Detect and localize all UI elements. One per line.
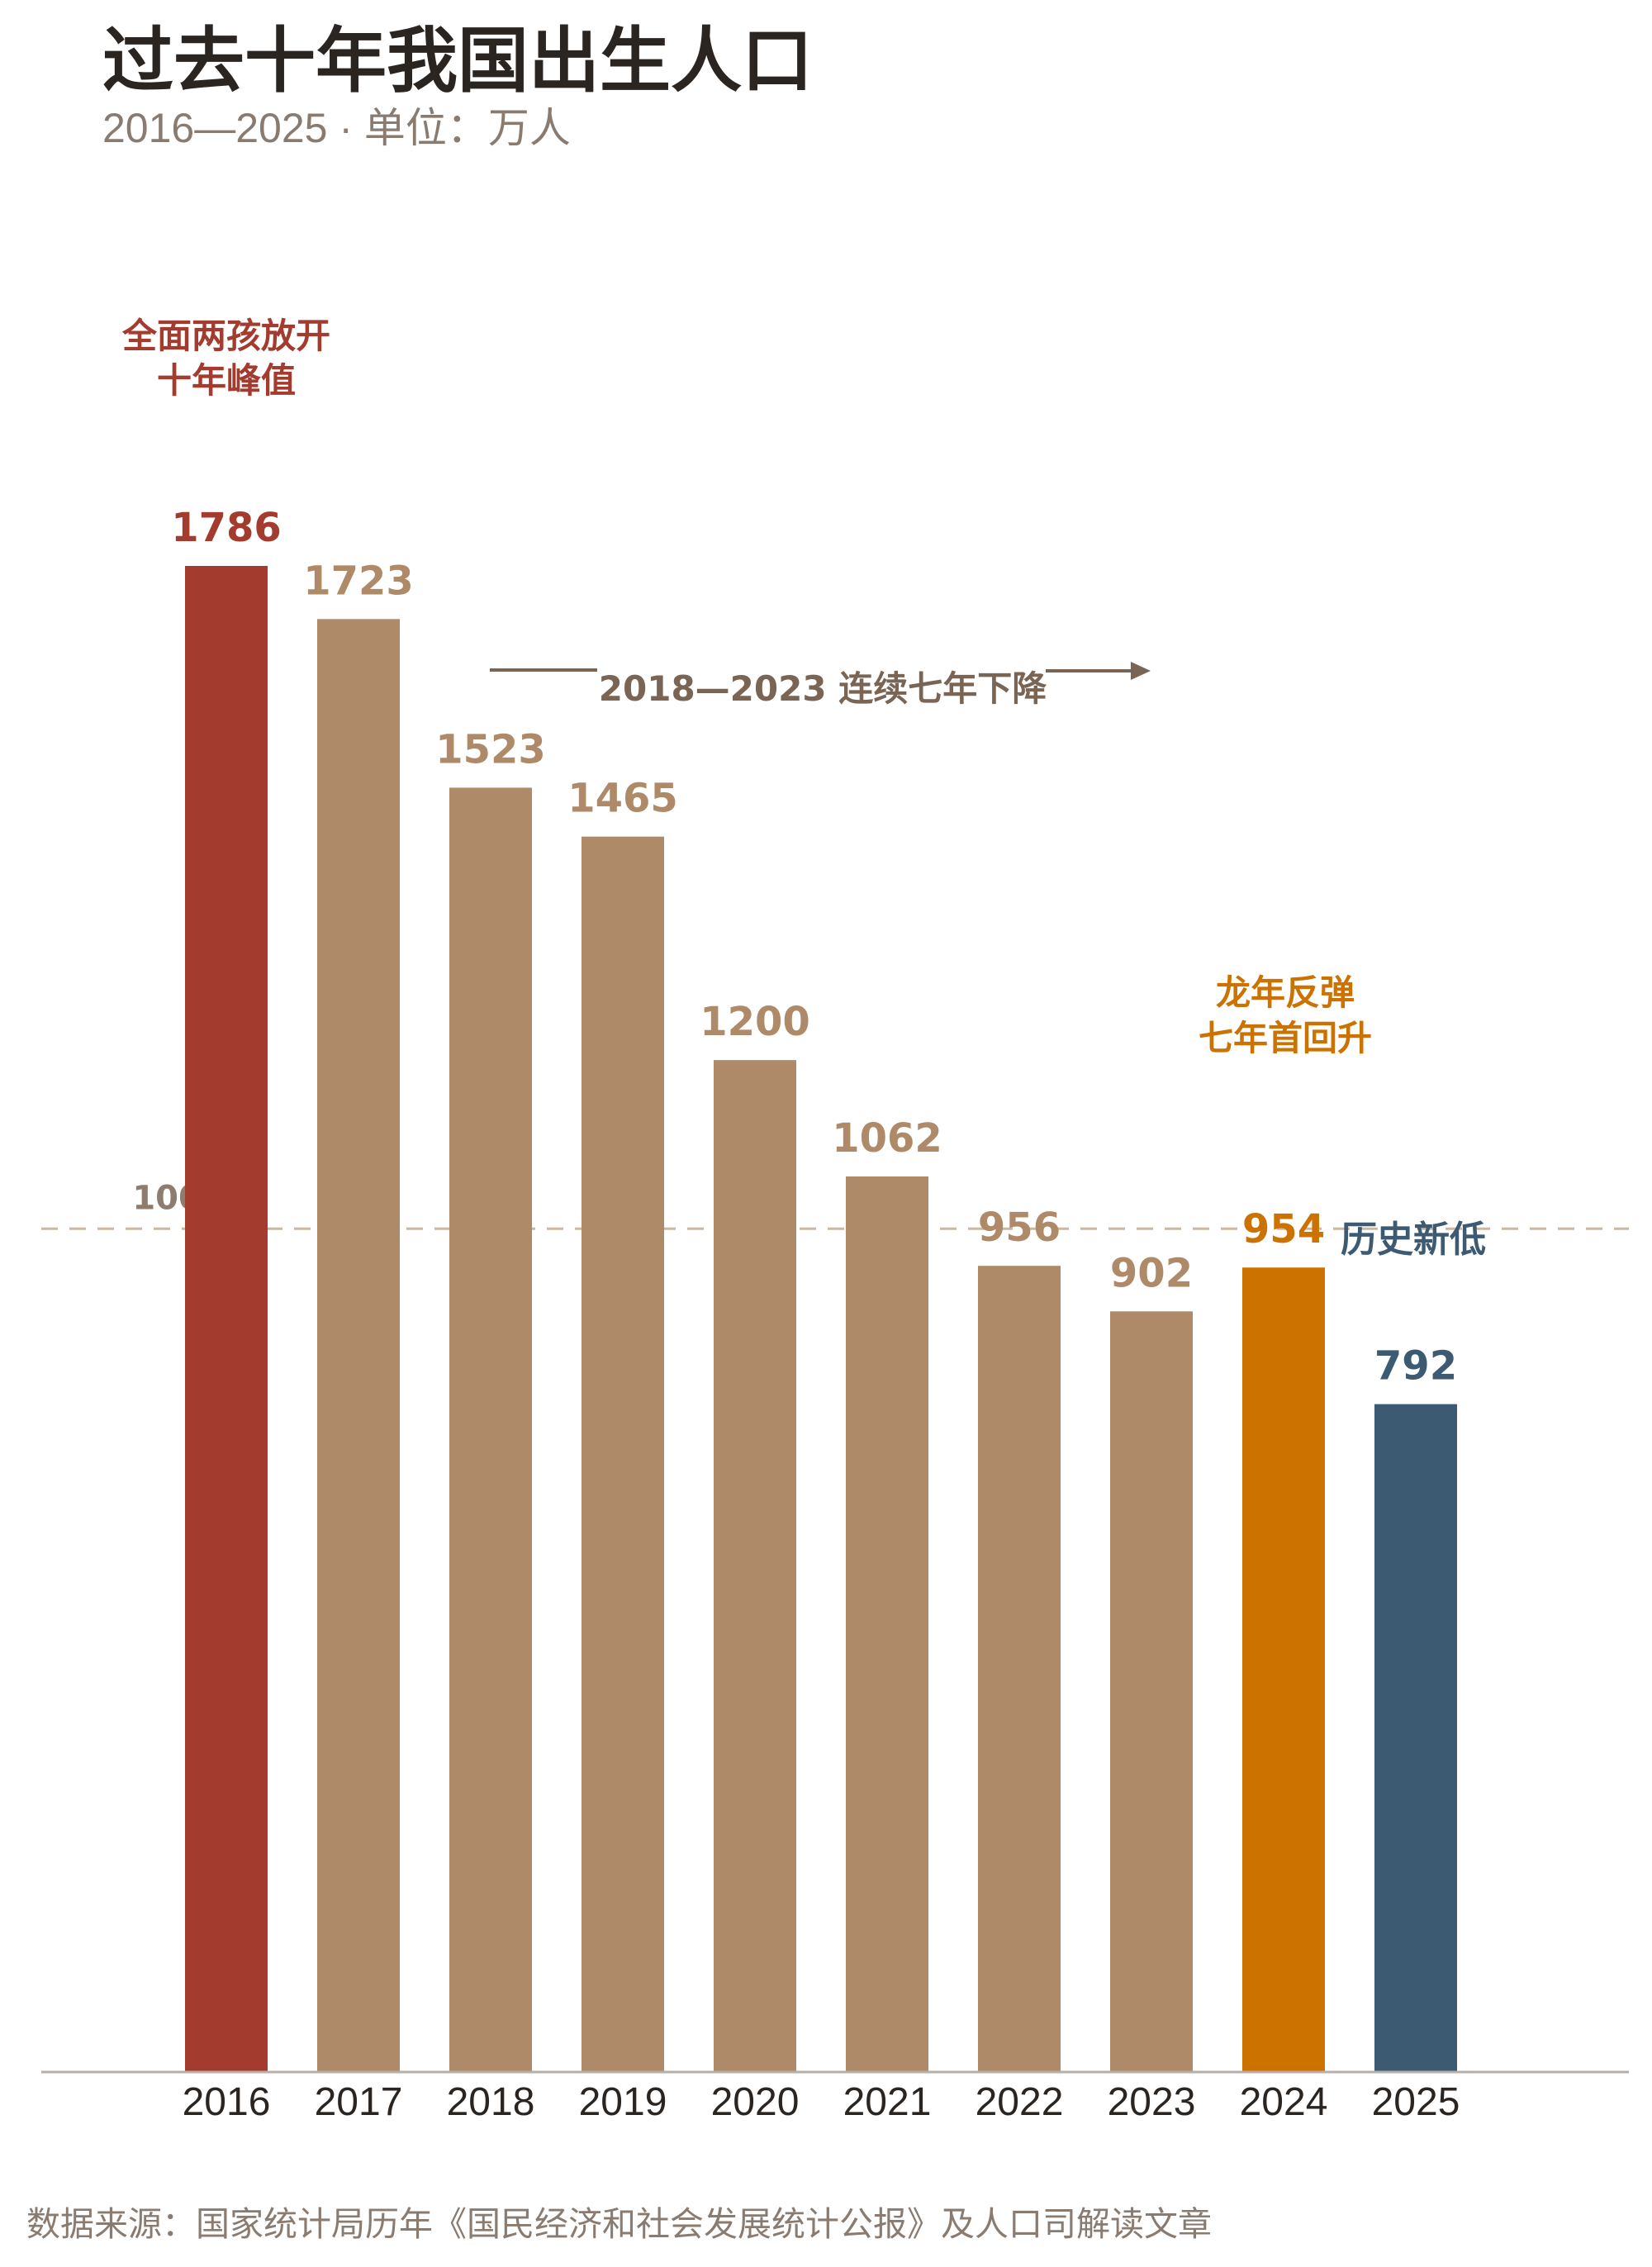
value-label-2024: 954 xyxy=(1242,1206,1325,1252)
decline-arrowhead-icon xyxy=(1131,662,1151,680)
bar-2018 xyxy=(449,787,532,2072)
value-label-2025: 792 xyxy=(1374,1343,1457,1390)
peak-annotation-line-1: 全面两孩放开 xyxy=(121,316,330,356)
value-label-2021: 1062 xyxy=(832,1115,942,1162)
value-label-2019: 1465 xyxy=(567,776,678,822)
x-tick-2019: 2019 xyxy=(579,2080,667,2124)
bar-2024 xyxy=(1242,1267,1325,2072)
x-axis-tick-labels: 2016 2017 2018 2019 2020 2021 2022 2023 2024 2025 xyxy=(183,2080,1460,2124)
bar-series xyxy=(185,566,1457,2072)
value-label-2018: 1523 xyxy=(435,726,546,772)
peak-annotation: 全面两孩放开 十年峰值 xyxy=(121,316,330,401)
low-annotation-label: 历史新低 xyxy=(1341,1219,1486,1261)
x-tick-2024: 2024 xyxy=(1240,2080,1328,2124)
rebound-annotation-line-1: 龙年反弹 xyxy=(1216,972,1355,1013)
x-tick-2021: 2021 xyxy=(843,2080,932,2124)
value-label-2020: 1200 xyxy=(700,999,810,1045)
rebound-annotation-line-2: 七年首回升 xyxy=(1199,1018,1372,1058)
x-tick-2023: 2023 xyxy=(1108,2080,1196,2124)
bar-2021 xyxy=(846,1176,928,2072)
x-tick-2022: 2022 xyxy=(976,2080,1064,2124)
x-tick-2025: 2025 xyxy=(1372,2080,1460,2124)
bar-2019 xyxy=(582,836,664,2072)
bar-2025 xyxy=(1374,1404,1457,2072)
bar-2020 xyxy=(714,1060,796,2072)
bar-2016 xyxy=(185,566,268,2072)
value-label-2022: 956 xyxy=(978,1205,1061,1251)
peak-annotation-line-2: 十年峰值 xyxy=(157,360,296,401)
value-labels: 1786 1723 1523 1465 1200 1062 956 902 954 792 xyxy=(171,505,1457,1390)
value-label-2023: 902 xyxy=(1110,1250,1193,1296)
bar-2022 xyxy=(978,1266,1061,2072)
x-tick-2018: 2018 xyxy=(447,2080,535,2124)
x-tick-2016: 2016 xyxy=(183,2080,271,2124)
chart-title: 过去十年我国出生人口 xyxy=(102,20,813,102)
chart-subtitle: 2016—2025 · 单位：万人 xyxy=(102,105,571,151)
value-label-2017: 1723 xyxy=(303,558,414,604)
rebound-annotation: 龙年反弹 七年首回升 xyxy=(1199,972,1372,1058)
x-tick-2020: 2020 xyxy=(711,2080,800,2124)
bar-2017 xyxy=(317,619,400,2072)
decline-annotation: 2018—2023 连续七年下降 xyxy=(490,662,1151,709)
x-tick-2017: 2017 xyxy=(315,2080,403,2124)
value-label-2016: 1786 xyxy=(171,505,282,551)
data-source-note: 数据来源：国家统计局历年《国民经济和社会发展统计公报》及人口司解读文章 xyxy=(26,2205,1212,2243)
decline-annotation-label: 2018—2023 连续七年下降 xyxy=(599,668,1047,709)
bar-2023 xyxy=(1110,1311,1193,2072)
